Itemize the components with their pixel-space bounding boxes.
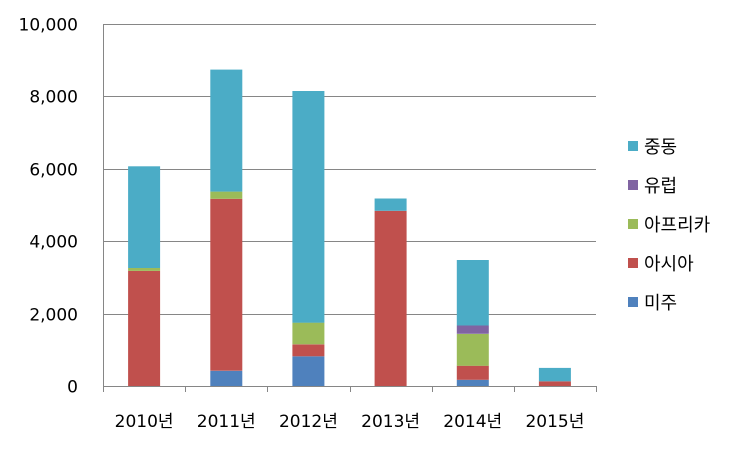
x-tick-label: 2013년 — [361, 412, 420, 432]
x-tick-label: 2010년 — [115, 412, 174, 432]
legend-label: 유럽 — [644, 176, 677, 197]
legend-swatch — [628, 297, 638, 307]
bar-segment — [292, 344, 325, 357]
legend-label: 아시아 — [644, 254, 694, 275]
axes — [103, 24, 597, 392]
y-tick-label: 2,000 — [29, 306, 78, 326]
bar-segment — [210, 191, 243, 199]
y-tick-label: 10,000 — [19, 16, 78, 36]
bar-segment — [210, 69, 243, 192]
bar-segment — [538, 381, 571, 386]
bar-segment — [128, 268, 161, 271]
bar-segment — [292, 91, 325, 323]
bar-segment — [128, 270, 161, 386]
legend-swatch — [628, 141, 638, 151]
bar-segment — [456, 365, 489, 380]
legend-label: 중동 — [644, 137, 677, 158]
x-tick-label: 2014년 — [443, 412, 502, 432]
legend-swatch — [628, 258, 638, 268]
bar-segment — [456, 333, 489, 366]
bar-segment — [456, 260, 489, 326]
x-tick-label: 2015년 — [525, 412, 584, 432]
bar-segment — [292, 356, 325, 386]
x-tick-label: 2012년 — [279, 412, 338, 432]
legend-label: 미주 — [644, 293, 677, 314]
legend-swatch — [628, 180, 638, 190]
y-tick-label: 8,000 — [29, 88, 78, 108]
bar-segment — [374, 198, 407, 211]
bar-segment — [128, 166, 161, 268]
y-tick-label: 6,000 — [29, 161, 78, 181]
legend-swatch — [628, 219, 638, 229]
tick-labels: 0 2,000 4,000 6,000 8,000 10,000 2010년 2011년 201… — [19, 16, 585, 433]
legend-label: 아프리카 — [644, 215, 710, 236]
bar-segment — [374, 210, 407, 386]
bar-segment — [456, 379, 489, 386]
bar-segment — [456, 325, 489, 334]
gridlines — [103, 24, 596, 315]
bar-segment — [538, 367, 571, 382]
bar-segment — [292, 322, 325, 345]
y-tick-label: 0 — [67, 378, 78, 398]
y-tick-label: 4,000 — [29, 233, 78, 253]
bar-segment — [210, 370, 243, 386]
bars — [128, 69, 571, 386]
bar-segment — [210, 198, 243, 371]
x-tick-label: 2011년 — [197, 412, 256, 432]
